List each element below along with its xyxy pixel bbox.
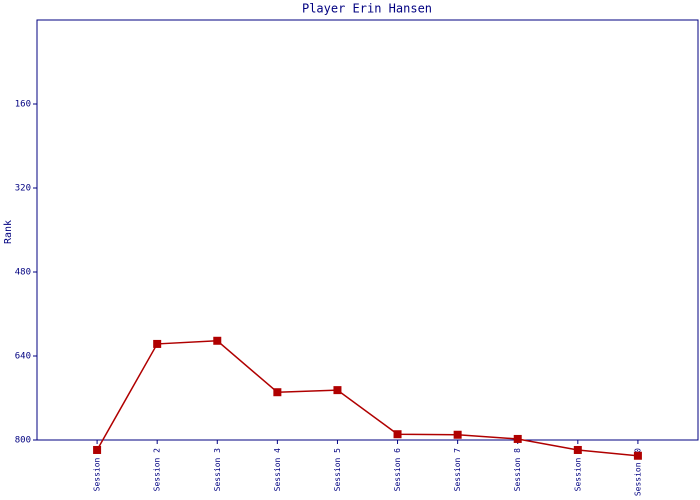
x-tick-label: Session 2 <box>153 448 162 492</box>
y-tick-label: 640 <box>15 352 31 362</box>
point <box>273 388 282 397</box>
point <box>633 451 642 460</box>
y-tick-label: 160 <box>15 100 31 110</box>
y-axis-label: Rank <box>3 220 14 244</box>
y-tick-label: 800 <box>15 436 31 446</box>
point <box>513 434 522 443</box>
line <box>96 340 638 457</box>
y-tick-label: 480 <box>15 268 31 278</box>
x-tick-label: Session 3 <box>213 448 222 492</box>
x-tick-label: Session 1 <box>93 448 102 492</box>
point <box>153 339 162 348</box>
plot-frame <box>36 19 699 441</box>
point <box>393 430 402 439</box>
chart-title: Player Erin Hansen <box>302 2 432 16</box>
point <box>213 336 222 345</box>
point <box>453 430 462 439</box>
x-tick-label: Session 9 <box>573 448 582 492</box>
point <box>573 445 582 454</box>
x-tick-label: Session 7 <box>453 448 462 492</box>
x-tick-label: Session 4 <box>273 448 282 492</box>
x-tick-label: Session 6 <box>393 448 402 492</box>
point <box>333 386 342 395</box>
x-tick-label: Session 8 <box>513 448 522 492</box>
point <box>93 445 102 454</box>
x-tick-label: Session 5 <box>333 448 342 492</box>
y-tick-label: 320 <box>15 184 31 194</box>
x-tick-label: Session 10 <box>633 448 642 496</box>
